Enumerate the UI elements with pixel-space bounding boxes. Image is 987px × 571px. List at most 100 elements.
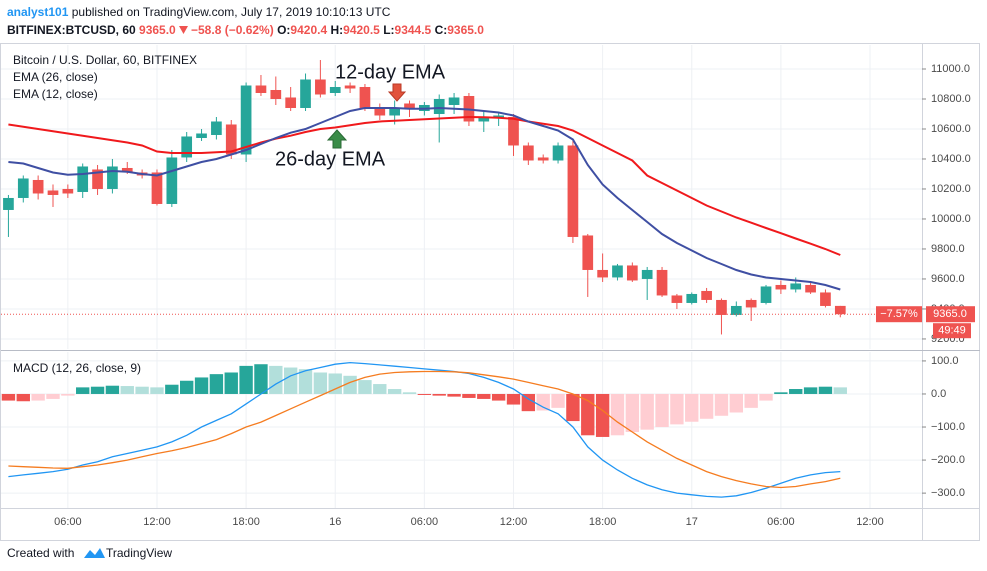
histogram-bar [90, 386, 105, 394]
histogram-bar [417, 393, 432, 395]
price-box [926, 306, 975, 323]
histogram-bar [358, 380, 372, 394]
candle-body [612, 265, 623, 278]
histogram-bar [16, 393, 30, 402]
candle-body [522, 145, 534, 161]
x-tick-label: 06:00 [54, 516, 82, 528]
symbol: BITFINEX:BTCUSD, 60 [7, 23, 136, 37]
x-tick-label: 06:00 [767, 516, 795, 528]
ema-line [8, 106, 841, 291]
x-tick-label: 18:00 [589, 516, 617, 528]
candle-body [508, 116, 519, 146]
histogram-bar [165, 384, 179, 394]
histogram-bar [506, 393, 521, 405]
histogram-bar [774, 392, 788, 394]
y-tick-label: −100.0 [931, 421, 965, 433]
symbol-line: BITFINEX:BTCUSD, 60 9365.0 [7, 23, 176, 37]
y-tick-label: 11000.0 [931, 63, 970, 75]
histogram-bar [803, 387, 818, 394]
change: −58.8 (−0.62%) [191, 23, 274, 37]
histogram-bar [402, 392, 417, 394]
candle-body [47, 190, 59, 195]
candle-body [745, 299, 757, 308]
candle-body [730, 305, 742, 315]
legend-entry: EMA (12, close) [13, 87, 98, 101]
ema-line [8, 115, 841, 256]
candle-body [92, 169, 103, 189]
candle-body [329, 86, 341, 93]
histogram-bar [194, 377, 209, 394]
histogram-bar [789, 389, 803, 394]
histogram-bar [610, 393, 625, 436]
histogram-bar [699, 393, 714, 419]
histogram-bar [491, 393, 506, 401]
histogram-bar [328, 373, 342, 394]
histogram-bar [818, 386, 833, 394]
histogram-bar [135, 386, 149, 394]
ohlc-value: 9365.0 [447, 23, 484, 37]
histogram-bar [283, 367, 298, 394]
change-label: −7.57% [880, 308, 918, 320]
histogram-bar [551, 393, 565, 408]
candle-body [389, 107, 401, 116]
candle-body [240, 85, 252, 155]
candle-body [359, 86, 371, 108]
histogram-bar [714, 393, 729, 416]
histogram-bar [239, 365, 253, 394]
price-label: 9365.0 [933, 308, 967, 320]
histogram-bar [373, 384, 387, 394]
pane-title: Bitcoin / U.S. Dollar, 60, BITFINEX [13, 53, 197, 67]
candle-body [820, 292, 831, 306]
candle-body [255, 85, 267, 93]
x-tick-label: 12:00 [856, 516, 884, 528]
histogram-bar [744, 393, 758, 408]
footer-brand[interactable]: TradingView [106, 546, 172, 560]
histogram-bar [477, 393, 491, 399]
candle-body [196, 133, 207, 138]
candle-body [344, 85, 356, 89]
candle-body [315, 79, 326, 95]
histogram-bar [581, 393, 595, 436]
candle-body [17, 178, 29, 198]
histogram-bar [759, 393, 773, 401]
y-tick-label: 9800.0 [931, 243, 965, 255]
histogram-bar [685, 393, 699, 422]
histogram-bar [150, 387, 164, 394]
histogram-bar [640, 393, 654, 430]
candle-body [285, 97, 297, 108]
y-tick-label: 10200.0 [931, 183, 971, 195]
logo [84, 548, 105, 558]
x-tick-label: 18:00 [232, 516, 260, 528]
histogram-bar [521, 393, 536, 412]
candle-body [552, 145, 564, 161]
candle-body [567, 145, 579, 237]
histogram-bar [343, 375, 357, 394]
candle-body [537, 157, 549, 161]
y-tick-label: 10000.0 [931, 213, 971, 225]
candle-body [374, 107, 386, 116]
candle-body [404, 103, 415, 110]
annotation-arrow [326, 129, 348, 149]
histogram-bar [655, 393, 669, 428]
plot-layer: 06:00 12:00 18:00 16 06:00 12:00 18:00 17 06:00 1… [1, 45, 922, 528]
y-tick-label: 10800.0 [931, 93, 971, 105]
down-arrow [179, 26, 188, 34]
histogram-bar [536, 393, 550, 411]
candle-body [760, 286, 772, 303]
candle-body [716, 299, 727, 315]
candle-body [225, 124, 237, 155]
histogram-bar [120, 386, 134, 394]
candle-body [32, 179, 44, 194]
candle-body [626, 265, 638, 281]
candle-body [151, 172, 163, 204]
candle-body [166, 157, 178, 204]
histogram-bar [595, 393, 610, 437]
annotation: 26-day EMA [275, 148, 386, 170]
x-tick-label: 06:00 [411, 516, 439, 528]
candle-body [77, 166, 89, 192]
candle-body [478, 116, 490, 122]
countdown-box [933, 323, 971, 339]
candle-body [300, 79, 311, 108]
author[interactable]: analyst101 [7, 5, 69, 19]
